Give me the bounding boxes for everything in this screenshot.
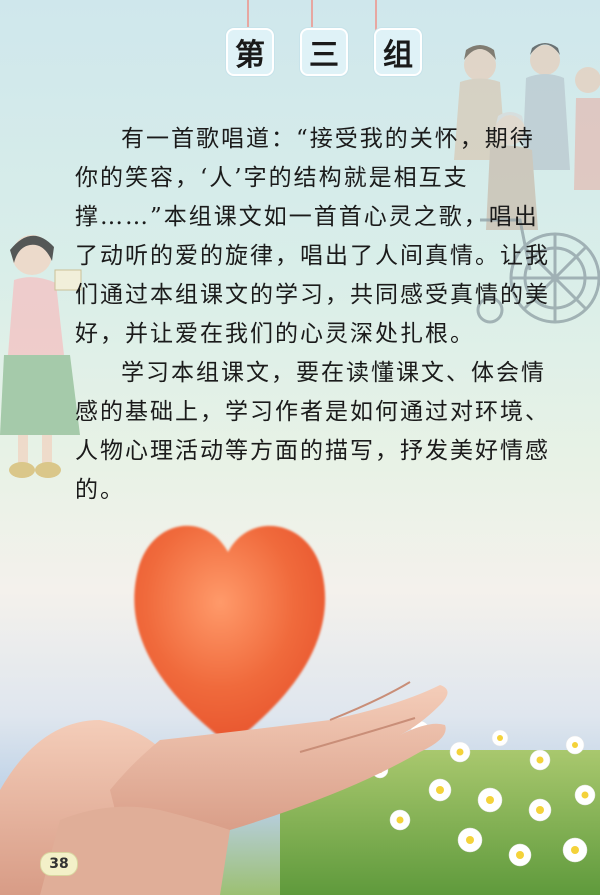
heart-in-hands-illustration <box>0 525 600 895</box>
unit-title: 第 三 组 <box>226 28 422 76</box>
intro-paragraph-2: 学习本组课文，要在读懂课文、体会情感的基础上，学习作者是如何通过对环境、人物心理… <box>75 360 550 503</box>
page-number: 38 <box>40 852 78 876</box>
title-string-decoration <box>375 0 377 40</box>
title-string-decoration <box>311 0 313 40</box>
open-hands-illustration <box>0 681 448 895</box>
unit-introduction-text: 有一首歌唱道：“接受我的关怀，期待你的笑容，‘人’字的结构就是相互支撑……”本组… <box>75 120 550 510</box>
title-char-1: 第 <box>226 28 274 76</box>
heart-icon <box>134 525 326 745</box>
family-with-wheelchair-illustration <box>454 43 600 324</box>
title-char-2: 三 <box>300 28 348 76</box>
title-char-3: 组 <box>374 28 422 76</box>
child-holding-book-illustration <box>0 235 82 478</box>
title-string-decoration <box>247 0 249 40</box>
intro-paragraph-1: 有一首歌唱道：“接受我的关怀，期待你的笑容，‘人’字的结构就是相互支撑……”本组… <box>75 126 550 347</box>
